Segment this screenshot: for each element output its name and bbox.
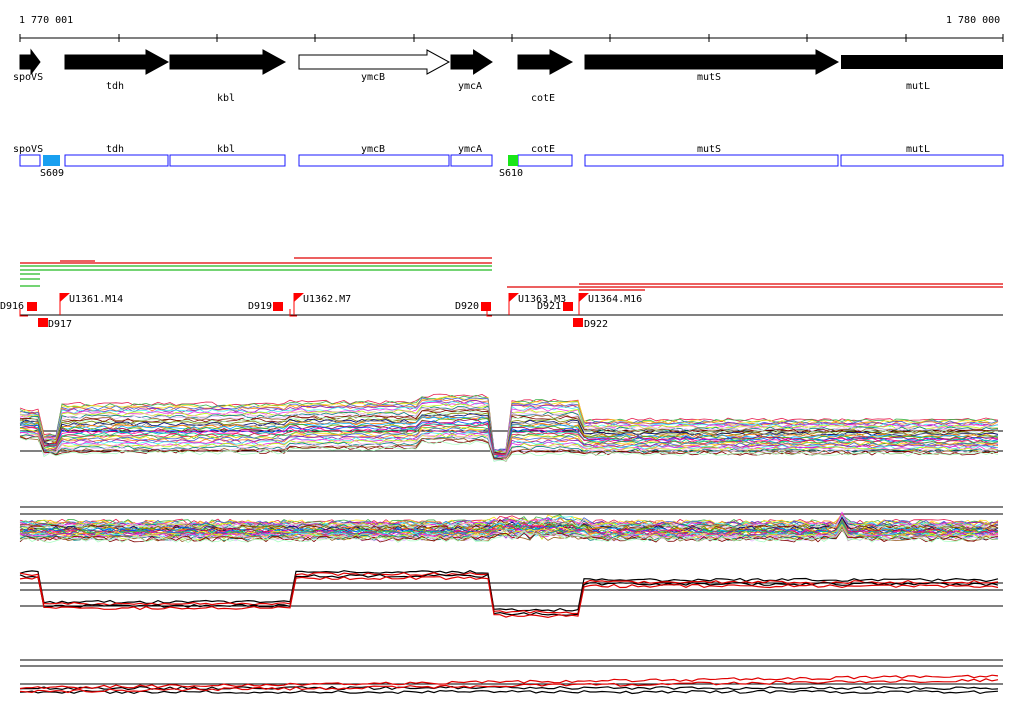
gene-box-label-mutS: mutS	[697, 144, 721, 155]
downstream-marker-label-D916: D916	[0, 301, 24, 312]
upstream-flag-label-U1364.M16: U1364.M16	[588, 294, 642, 305]
downstream-marker-D919[interactable]	[273, 302, 283, 311]
profile-line	[19, 428, 999, 460]
expression-profile-panel-1	[19, 393, 1003, 462]
gene-label-spoVS: spoVS	[13, 72, 43, 83]
gene-arrow-mutL[interactable]	[841, 55, 1003, 69]
profile-line	[19, 575, 999, 619]
gene-box-label-mutL: mutL	[906, 144, 930, 155]
upstream-flag-U1364.M16[interactable]	[579, 293, 589, 302]
marker-bracket	[486, 309, 492, 317]
gene-arrow-cotE[interactable]	[517, 49, 574, 75]
upstream-flag-label-U1361.M14: U1361.M14	[69, 294, 123, 305]
gene-box-spoVS[interactable]	[19, 154, 41, 167]
gene-box-track: spoVS tdh kbl ymcB ymcA cotE mutS mutL S609 S610	[13, 144, 1004, 179]
profile-line	[19, 570, 999, 612]
site-marker-S610[interactable]	[508, 155, 518, 166]
profile-line	[19, 526, 999, 543]
gene-box-label-ymcA: ymcA	[458, 144, 482, 155]
profile-line	[19, 573, 999, 616]
gene-arrow-spoVS[interactable]	[19, 48, 41, 76]
gene-label-mutL: mutL	[906, 81, 930, 92]
upstream-flag-label-U1362.M7: U1362.M7	[303, 294, 351, 305]
profile-line	[19, 435, 999, 460]
gene-arrow-ymcA[interactable]	[450, 49, 493, 75]
downstream-marker-D917[interactable]	[38, 318, 48, 327]
gene-label-ymcA: ymcA	[458, 81, 482, 92]
transcript-lines	[20, 257, 1003, 291]
site-label-S610: S610	[499, 168, 523, 179]
gene-box-ymcA[interactable]	[450, 154, 493, 167]
downstream-marker-D922[interactable]	[573, 318, 583, 327]
profile-line	[19, 571, 999, 615]
gene-box-label-spoVS: spoVS	[13, 144, 43, 155]
downstream-marker-label-D919: D919	[248, 301, 272, 312]
profile-line	[19, 689, 999, 695]
gene-label-ymcB: ymcB	[361, 72, 385, 83]
coordinate-ruler: 1 770 001 1 780 000	[19, 15, 1004, 42]
profile-line	[19, 528, 999, 543]
downstream-marker-label-D920: D920	[455, 301, 479, 312]
gene-arrow-track: spoVS tdh kbl ymcB ymcA cotE mutS mutL	[13, 48, 1003, 104]
site-marker-S609[interactable]	[43, 155, 60, 166]
downstream-marker-D921[interactable]	[563, 302, 573, 311]
gene-box-tdh[interactable]	[64, 154, 169, 167]
gene-box-mutS[interactable]	[584, 154, 839, 167]
profile-line	[20, 524, 999, 539]
downstream-marker-label-D917: D917	[48, 319, 72, 330]
feature-marker-track: D916 D917 D919 D920 D921 D922 U1361.M14 U1362.M…	[0, 293, 1003, 330]
upstream-flag-U1363.M3[interactable]	[509, 293, 519, 302]
gene-arrow-ymcB[interactable]	[298, 49, 451, 75]
gene-label-kbl: kbl	[217, 93, 235, 104]
gene-label-cotE: cotE	[531, 93, 555, 104]
gene-arrow-mutS[interactable]	[584, 49, 840, 75]
marker-bracket	[19, 309, 28, 317]
downstream-marker-D916[interactable]	[27, 302, 37, 311]
gene-box-mutL[interactable]	[840, 154, 1004, 167]
profile-line	[19, 529, 999, 543]
gene-label-tdh: tdh	[106, 81, 124, 92]
gene-box-label-ymcB: ymcB	[361, 144, 385, 155]
gene-box-label-cotE: cotE	[531, 144, 555, 155]
downstream-marker-D920[interactable]	[481, 302, 491, 311]
profile-line	[19, 516, 999, 533]
profile-line	[19, 678, 999, 694]
gene-arrow-kbl[interactable]	[169, 49, 287, 75]
site-label-S609: S609	[40, 168, 64, 179]
profile-line	[19, 436, 999, 462]
gene-label-mutS: mutS	[697, 72, 721, 83]
downstream-marker-label-D922: D922	[584, 319, 608, 330]
ruler-end-label: 1 780 000	[946, 15, 1000, 26]
expression-profile-panel-4	[19, 659, 1003, 695]
ruler-ticks	[19, 34, 1004, 42]
gene-arrow-tdh[interactable]	[64, 49, 170, 75]
gene-box-cotE[interactable]	[517, 154, 573, 167]
expression-profile-panel-3	[19, 570, 1003, 619]
gene-box-kbl[interactable]	[169, 154, 286, 167]
upstream-flag-label-U1363.M3: U1363.M3	[518, 294, 566, 305]
expression-profile-panel-2	[19, 506, 1003, 543]
gene-box-ymcB[interactable]	[298, 154, 450, 167]
gene-box-label-kbl: kbl	[217, 144, 235, 155]
profile-line	[19, 436, 999, 462]
upstream-flag-U1362.M7[interactable]	[294, 293, 304, 302]
gene-box-label-tdh: tdh	[106, 144, 124, 155]
downstream-marker-label-D921: D921	[537, 301, 561, 312]
upstream-flag-U1361.M14[interactable]	[60, 293, 70, 302]
profile-line	[19, 674, 999, 690]
marker-bracket	[289, 309, 297, 317]
ruler-start-label: 1 770 001	[19, 15, 73, 26]
